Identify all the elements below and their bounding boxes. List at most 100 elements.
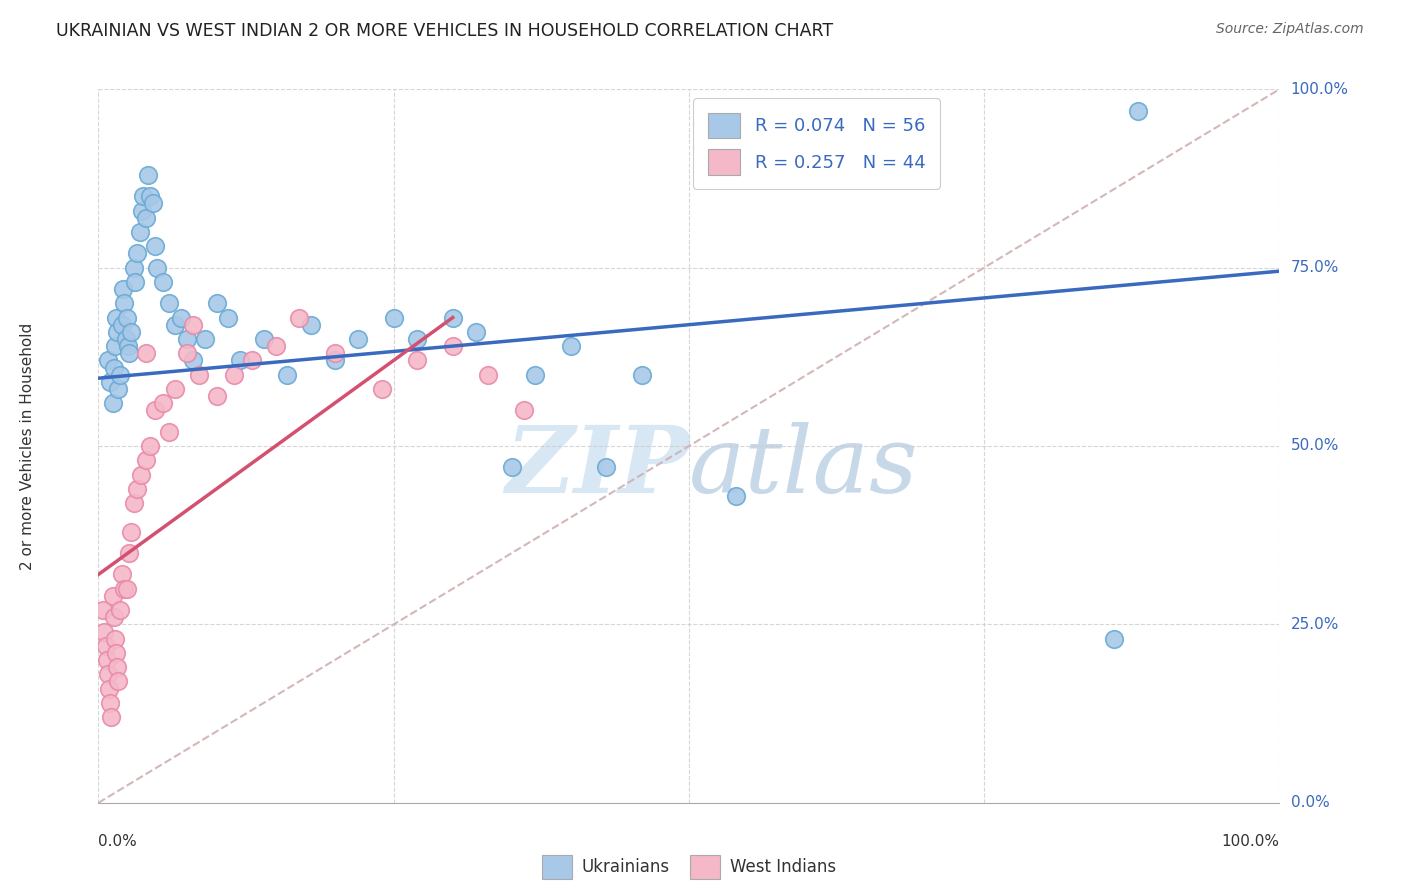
Point <box>91 603 114 617</box>
Text: 0.0%: 0.0% <box>98 834 138 849</box>
Point <box>152 396 174 410</box>
Point <box>108 603 131 617</box>
Point <box>299 318 322 332</box>
Point <box>217 310 239 325</box>
Text: 0.0%: 0.0% <box>1291 796 1329 810</box>
Point <box>98 696 121 710</box>
Point <box>143 239 166 253</box>
Point <box>512 403 534 417</box>
Point <box>98 681 121 696</box>
Point <box>115 310 138 325</box>
Point <box>595 460 617 475</box>
Text: 25.0%: 25.0% <box>1291 617 1339 632</box>
Point <box>100 710 122 724</box>
Point <box>103 610 125 624</box>
Point <box>441 310 464 325</box>
Text: 50.0%: 50.0% <box>1291 439 1339 453</box>
Point <box>104 632 127 646</box>
Point <box>347 332 370 346</box>
Point <box>105 325 128 339</box>
Point <box>524 368 547 382</box>
Point <box>288 310 311 325</box>
Point <box>157 296 180 310</box>
Point <box>441 339 464 353</box>
Point <box>93 624 115 639</box>
Point <box>139 189 162 203</box>
Point <box>240 353 263 368</box>
Point <box>264 339 287 353</box>
Point <box>146 260 169 275</box>
Point <box>323 346 346 360</box>
Point <box>96 653 118 667</box>
Point <box>131 203 153 218</box>
Point <box>276 368 298 382</box>
Point <box>253 332 276 346</box>
Point <box>465 325 488 339</box>
Point <box>165 382 187 396</box>
Point <box>97 353 120 368</box>
Point <box>108 368 131 382</box>
Text: atlas: atlas <box>689 423 918 512</box>
Point <box>371 382 394 396</box>
Point <box>1102 632 1125 646</box>
Point <box>205 389 228 403</box>
Point <box>121 325 143 339</box>
Point <box>187 368 209 382</box>
Point <box>157 425 180 439</box>
Point <box>406 332 429 346</box>
Point <box>229 353 252 368</box>
Point <box>104 339 127 353</box>
Point <box>128 225 150 239</box>
Point <box>98 375 121 389</box>
Point <box>132 189 155 203</box>
Point <box>107 382 129 396</box>
Point <box>224 368 246 382</box>
Point <box>112 582 135 596</box>
Text: UKRAINIAN VS WEST INDIAN 2 OR MORE VEHICLES IN HOUSEHOLD CORRELATION CHART: UKRAINIAN VS WEST INDIAN 2 OR MORE VEHIC… <box>56 22 834 40</box>
Point <box>176 346 198 360</box>
Point <box>103 360 125 375</box>
Text: 100.0%: 100.0% <box>1222 834 1279 849</box>
Point <box>118 346 141 360</box>
Point <box>115 582 138 596</box>
Point <box>111 318 134 332</box>
Point <box>118 546 141 560</box>
Point <box>122 496 145 510</box>
Point <box>1126 103 1149 118</box>
Point <box>136 168 159 182</box>
Point <box>477 368 499 382</box>
Point <box>127 482 149 496</box>
Point <box>121 524 143 539</box>
Point <box>181 318 204 332</box>
Point <box>122 260 145 275</box>
Point <box>382 310 405 325</box>
Text: 75.0%: 75.0% <box>1291 260 1339 275</box>
Point <box>725 489 748 503</box>
Point <box>143 403 166 417</box>
Text: Source: ZipAtlas.com: Source: ZipAtlas.com <box>1216 22 1364 37</box>
Legend: Ukrainians, West Indians: Ukrainians, West Indians <box>533 847 845 888</box>
Point <box>165 318 187 332</box>
Point <box>114 332 136 346</box>
Point <box>101 589 124 603</box>
Point <box>152 275 174 289</box>
Point <box>112 282 135 296</box>
Point <box>323 353 346 368</box>
Point <box>560 339 582 353</box>
Point <box>117 339 139 353</box>
Point <box>142 196 165 211</box>
Point <box>127 246 149 260</box>
Point <box>112 296 135 310</box>
Point <box>176 332 198 346</box>
Point <box>135 453 157 467</box>
Point <box>105 660 128 674</box>
Point <box>135 346 157 360</box>
Point <box>406 353 429 368</box>
Point <box>124 275 146 289</box>
Point <box>139 439 162 453</box>
Point <box>181 353 204 368</box>
Point <box>129 467 152 482</box>
Point <box>194 332 217 346</box>
Point <box>111 567 134 582</box>
Point <box>170 310 193 325</box>
